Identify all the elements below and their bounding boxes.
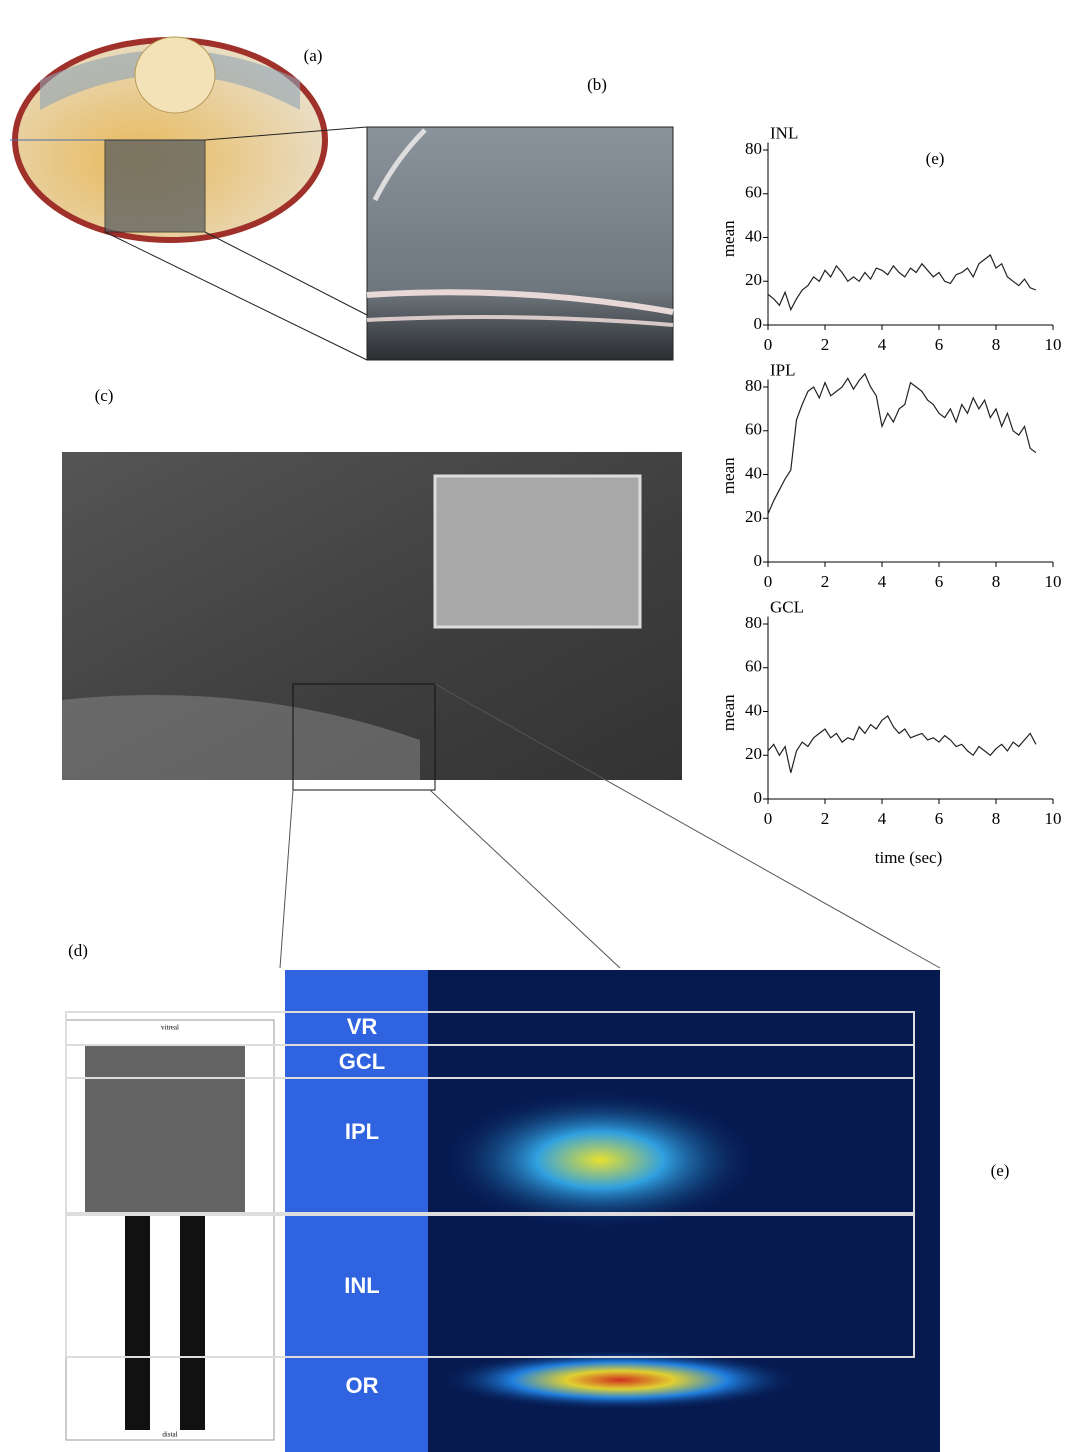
zoom-line: [205, 232, 367, 315]
x-axis-label: time (sec): [875, 848, 943, 867]
y-tick-label: 60: [745, 657, 762, 676]
zoom-line: [430, 790, 620, 968]
y-tick-label: 40: [745, 226, 762, 245]
chart-title: IPL: [770, 360, 796, 379]
x-tick-label: 4: [878, 335, 887, 354]
panel-label: (a): [304, 46, 323, 65]
y-axis-label: mean: [719, 220, 738, 257]
layer-label: VR: [347, 1014, 378, 1039]
x-tick-label: 6: [935, 572, 944, 591]
retina-slice: [62, 452, 682, 790]
x-tick-label: 6: [935, 335, 944, 354]
heatmap: [285, 970, 940, 1452]
panel-label: (d): [68, 941, 88, 960]
y-tick-label: 40: [745, 463, 762, 482]
x-tick-label: 10: [1045, 572, 1062, 591]
drawing-label: vitreal: [161, 1024, 179, 1032]
data-line: [768, 374, 1036, 514]
x-tick-label: 8: [992, 335, 1001, 354]
x-tick-label: 2: [821, 572, 830, 591]
panel-label: (e): [991, 1161, 1010, 1180]
y-tick-label: 60: [745, 420, 762, 439]
y-tick-label: 20: [745, 507, 762, 526]
neuron-drawing: vitreal distal: [66, 1020, 274, 1440]
figure: vitreal distal VR GCL IPL INL OR (a) (b)…: [0, 0, 1070, 1452]
x-tick-label: 4: [878, 809, 887, 828]
zoom-line: [280, 790, 293, 968]
y-tick-label: 80: [745, 376, 762, 395]
y-tick-label: 0: [754, 551, 763, 570]
layer-label: IPL: [345, 1119, 379, 1144]
x-tick-label: 0: [764, 809, 773, 828]
chart-title: INL: [770, 123, 798, 142]
panel-label: (b): [587, 75, 607, 94]
retina-photo: [367, 127, 673, 360]
y-tick-label: 0: [754, 788, 763, 807]
panel-label: (e): [926, 149, 945, 168]
eye-drawing: [10, 37, 325, 240]
y-tick-label: 40: [745, 700, 762, 719]
data-line: [768, 255, 1036, 310]
x-tick-label: 8: [992, 809, 1001, 828]
zoom-line: [105, 232, 367, 360]
y-tick-label: 80: [745, 613, 762, 632]
layer-label: INL: [344, 1273, 379, 1298]
data-line: [768, 716, 1036, 773]
y-tick-label: 80: [745, 139, 762, 158]
x-tick-label: 10: [1045, 335, 1062, 354]
y-tick-label: 60: [745, 183, 762, 202]
drawing-label: distal: [162, 1431, 177, 1439]
layer-label: GCL: [339, 1049, 385, 1074]
x-tick-label: 4: [878, 572, 887, 591]
x-tick-label: 0: [764, 335, 773, 354]
x-tick-label: 2: [821, 809, 830, 828]
x-tick-label: 0: [764, 572, 773, 591]
x-tick-label: 6: [935, 809, 944, 828]
layer-label: OR: [346, 1373, 379, 1398]
y-axis-label: mean: [719, 457, 738, 494]
y-tick-label: 0: [754, 314, 763, 333]
x-tick-label: 2: [821, 335, 830, 354]
x-tick-label: 8: [992, 572, 1001, 591]
y-tick-label: 20: [745, 744, 762, 763]
panel-label: (c): [95, 386, 114, 405]
chart-title: GCL: [770, 597, 804, 616]
zoom-line: [435, 684, 940, 968]
y-tick-label: 20: [745, 270, 762, 289]
x-tick-label: 10: [1045, 809, 1062, 828]
y-axis-label: mean: [719, 694, 738, 731]
